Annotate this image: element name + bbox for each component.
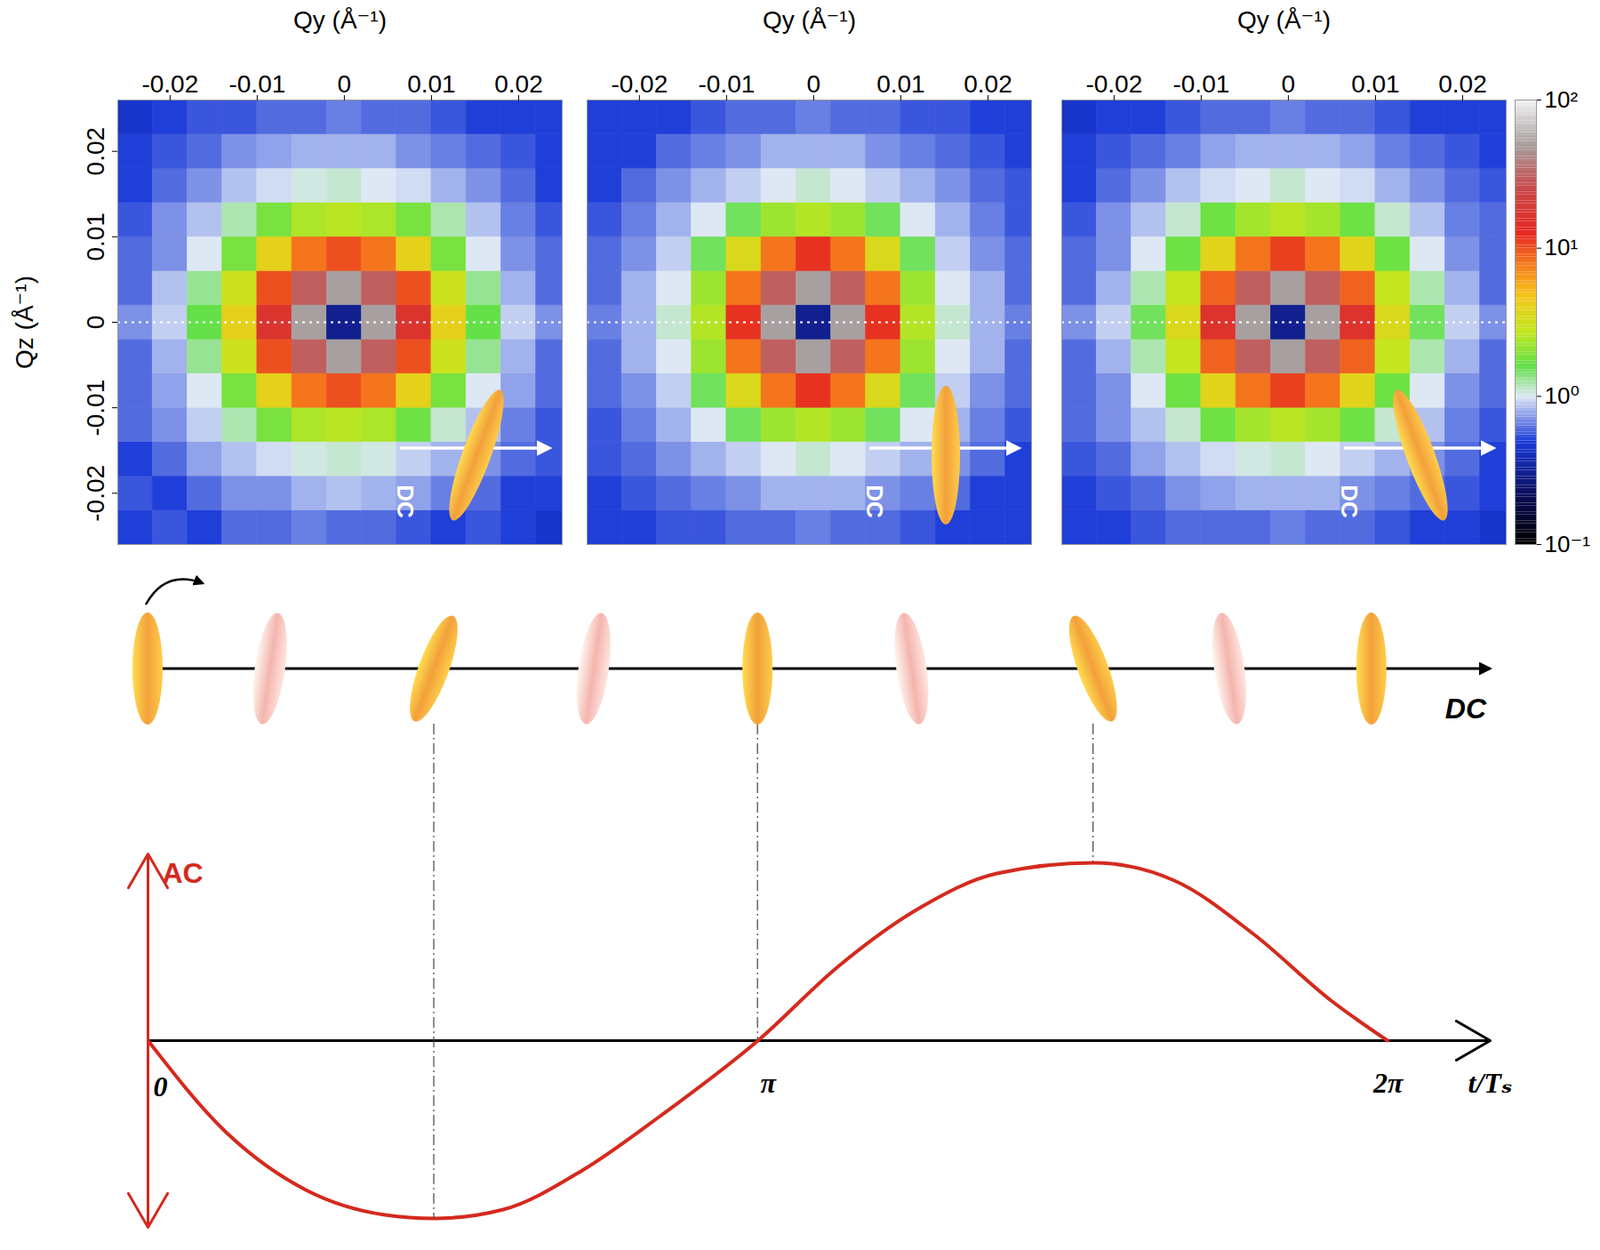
svg-text:t/Tₛ: t/Tₛ xyxy=(1468,1066,1513,1099)
svg-text:π: π xyxy=(760,1066,777,1099)
svg-text:Qz (Å⁻¹): Qz (Å⁻¹) xyxy=(10,275,39,369)
svg-text:2π: 2π xyxy=(1372,1066,1405,1099)
svg-text:0.01: 0.01 xyxy=(81,212,110,262)
svg-text:0.01: 0.01 xyxy=(1351,70,1400,98)
svg-text:DC: DC xyxy=(1445,692,1488,725)
svg-text:0.02: 0.02 xyxy=(494,70,544,98)
svg-text:0: 0 xyxy=(153,1070,168,1103)
svg-text:-0.01: -0.01 xyxy=(1172,70,1230,98)
svg-text:10¹: 10¹ xyxy=(1544,233,1579,261)
svg-text:-0.01: -0.01 xyxy=(697,70,755,98)
svg-text:Qy (Å⁻¹): Qy (Å⁻¹) xyxy=(1237,6,1331,34)
svg-text:-0.02: -0.02 xyxy=(81,464,110,522)
svg-text:DC: DC xyxy=(392,484,419,519)
svg-text:0: 0 xyxy=(81,315,110,330)
svg-text:AC: AC xyxy=(162,856,204,889)
svg-text:-0.01: -0.01 xyxy=(228,70,286,98)
svg-text:0: 0 xyxy=(337,70,352,98)
svg-text:0: 0 xyxy=(807,70,822,98)
svg-text:Qy (Å⁻¹): Qy (Å⁻¹) xyxy=(293,6,387,34)
svg-text:0: 0 xyxy=(1281,70,1296,98)
svg-text:0.02: 0.02 xyxy=(1438,70,1488,98)
svg-text:DC: DC xyxy=(861,484,888,519)
svg-text:0.01: 0.01 xyxy=(876,70,926,98)
svg-text:Qy (Å⁻¹): Qy (Å⁻¹) xyxy=(762,6,856,34)
svg-text:-0.02: -0.02 xyxy=(141,70,199,98)
svg-text:-0.02: -0.02 xyxy=(1085,70,1143,98)
svg-text:10⁰: 10⁰ xyxy=(1544,382,1580,409)
svg-text:-0.02: -0.02 xyxy=(610,70,668,98)
svg-text:10²: 10² xyxy=(1544,86,1579,113)
svg-text:DC: DC xyxy=(1336,484,1363,519)
svg-text:-0.01: -0.01 xyxy=(81,379,110,437)
svg-text:10⁻¹: 10⁻¹ xyxy=(1544,530,1592,558)
svg-text:0.01: 0.01 xyxy=(407,70,456,98)
svg-text:0.02: 0.02 xyxy=(963,70,1013,98)
svg-text:0.02: 0.02 xyxy=(81,127,110,176)
